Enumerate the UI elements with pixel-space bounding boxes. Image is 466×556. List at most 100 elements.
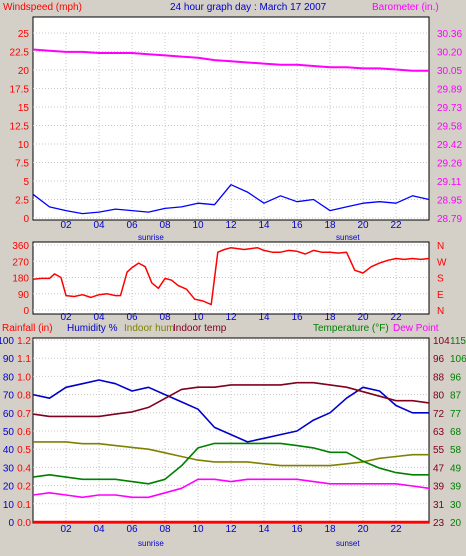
chart-title: 24 hour graph day : March 17 2007	[170, 2, 327, 13]
x-tick-label: 20	[357, 312, 369, 323]
y-tick-label: 2.5	[15, 196, 29, 207]
x-tick-label: 08	[159, 524, 171, 535]
x-tick-label: 12	[225, 220, 237, 231]
x-tick-label: 20	[357, 220, 369, 231]
x-tick-label: 18	[324, 312, 336, 323]
barometer-axis-title: Barometer (in.)	[372, 2, 439, 13]
y-tick-label: 60	[3, 409, 15, 420]
y-tick-label: 80	[3, 372, 15, 383]
y-tick-label: 1.0	[17, 372, 31, 383]
y-tick-label: 58	[450, 445, 462, 456]
x-tick-label: 02	[60, 312, 72, 323]
humidity-legend: Humidity %	[67, 323, 118, 334]
x-tick-label: 04	[93, 220, 105, 231]
temp-humidity-panel-content: 02 04 06 08 10 12 14 16 18 20 22 0 10 20 30 40 50 60 70 80 9…	[0, 336, 466, 535]
y-tick-label: 1.1	[17, 354, 31, 365]
y-tick-label: 55	[433, 445, 445, 456]
y-tick-label: 29.73	[437, 103, 462, 114]
y-tick-label: 29.89	[437, 85, 462, 96]
x-tick-label: 12	[225, 312, 237, 323]
y-tick-label: 39	[450, 482, 462, 493]
y-tick-label: 96	[450, 372, 462, 383]
windspeed-axis-title: Windspeed (mph)	[3, 2, 82, 13]
y-tick-label: 31	[433, 500, 445, 511]
y-tick-label: 7.5	[15, 159, 29, 170]
y-tick-label: 25	[18, 29, 30, 40]
x-tick-label: 06	[126, 220, 138, 231]
x-tick-label: 14	[258, 312, 270, 323]
y-tick-label: 90	[18, 290, 30, 301]
y-tick-label: 106	[450, 354, 466, 365]
y-tick-label: 20	[18, 66, 30, 77]
y-tick-label: 0	[23, 306, 29, 317]
x-tick-label: 18	[324, 524, 336, 535]
y-tick-label: N	[437, 306, 444, 317]
sunrise-label-temp: sunrise	[138, 539, 164, 548]
y-tick-label: 104	[433, 336, 450, 347]
temperature-series-line	[32, 442, 429, 485]
y-tick-label: 17.5	[10, 85, 30, 96]
y-tick-label: 360	[12, 241, 29, 252]
x-tick-label: 04	[93, 524, 105, 535]
y-tick-label: 29.26	[437, 159, 462, 170]
y-tick-label: 72	[433, 409, 445, 420]
y-tick-label: 180	[12, 274, 29, 285]
x-tick-label: 22	[390, 524, 402, 535]
y-tick-label: 63	[433, 427, 445, 438]
y-tick-label: 29.58	[437, 122, 462, 133]
indoor-hum-legend: Indoor hum	[124, 323, 175, 334]
y-tick-label: 0.7	[17, 409, 31, 420]
y-tick-label: 30.05	[437, 66, 462, 77]
y-tick-label: 39	[433, 482, 445, 493]
dew-point-series-line	[32, 478, 430, 499]
y-tick-label: 0.6	[17, 427, 31, 438]
y-tick-label: 1.2	[17, 336, 31, 347]
x-tick-label: 10	[192, 220, 204, 231]
y-tick-label: 0.8	[17, 391, 31, 402]
y-tick-label: 50	[3, 427, 15, 438]
y-tick-label: 20	[450, 518, 462, 529]
y-tick-label: 70	[3, 391, 15, 402]
y-tick-label: 23	[433, 518, 445, 529]
y-tick-label: N	[437, 241, 444, 252]
y-tick-label: 5	[23, 177, 29, 188]
x-tick-label: 06	[126, 524, 138, 535]
y-tick-label: 29.11	[437, 177, 462, 188]
y-tick-label: 0.5	[17, 445, 31, 456]
y-tick-label: 30.20	[437, 48, 462, 59]
y-tick-label: 10	[18, 140, 30, 151]
y-tick-label: 49	[450, 463, 462, 474]
y-tick-label: 47	[433, 463, 445, 474]
y-tick-label: 0	[23, 214, 29, 225]
y-tick-label: 30	[450, 500, 462, 511]
x-tick-label: 14	[258, 524, 270, 535]
sunset-label-temp: sunset	[336, 539, 360, 548]
x-tick-label: 06	[126, 312, 138, 323]
y-tick-label: 10	[3, 500, 15, 511]
x-tick-label: 08	[159, 220, 171, 231]
y-tick-label: 77	[450, 409, 462, 420]
x-tick-label: 16	[291, 524, 303, 535]
windspeed-series-line	[32, 184, 430, 215]
wind-panel-content: 02 04 06 08 10 12 14 16 18 20 22 0 2.5 5 7.5 10 12.5 15 17…	[10, 29, 463, 231]
indoor-temp-series-line	[32, 381, 430, 418]
y-tick-label: 88	[433, 372, 445, 383]
x-tick-label: 10	[192, 312, 204, 323]
y-tick-label: 270	[12, 257, 29, 268]
y-tick-label: 0.1	[17, 500, 31, 511]
y-tick-label: 12.5	[10, 122, 30, 133]
x-tick-label: 10	[192, 524, 204, 535]
x-tick-label: 12	[225, 524, 237, 535]
y-tick-label: 15	[18, 103, 30, 114]
y-tick-label: 96	[433, 354, 445, 365]
y-tick-label: 29.42	[437, 140, 462, 151]
x-tick-label: 14	[258, 220, 270, 231]
x-tick-label: 16	[291, 220, 303, 231]
y-tick-label: E	[437, 290, 444, 301]
x-tick-label: 02	[60, 220, 72, 231]
y-tick-label: 30	[3, 463, 15, 474]
dew-point-legend: Dew Point	[393, 323, 439, 334]
y-tick-label: 0	[8, 518, 14, 529]
